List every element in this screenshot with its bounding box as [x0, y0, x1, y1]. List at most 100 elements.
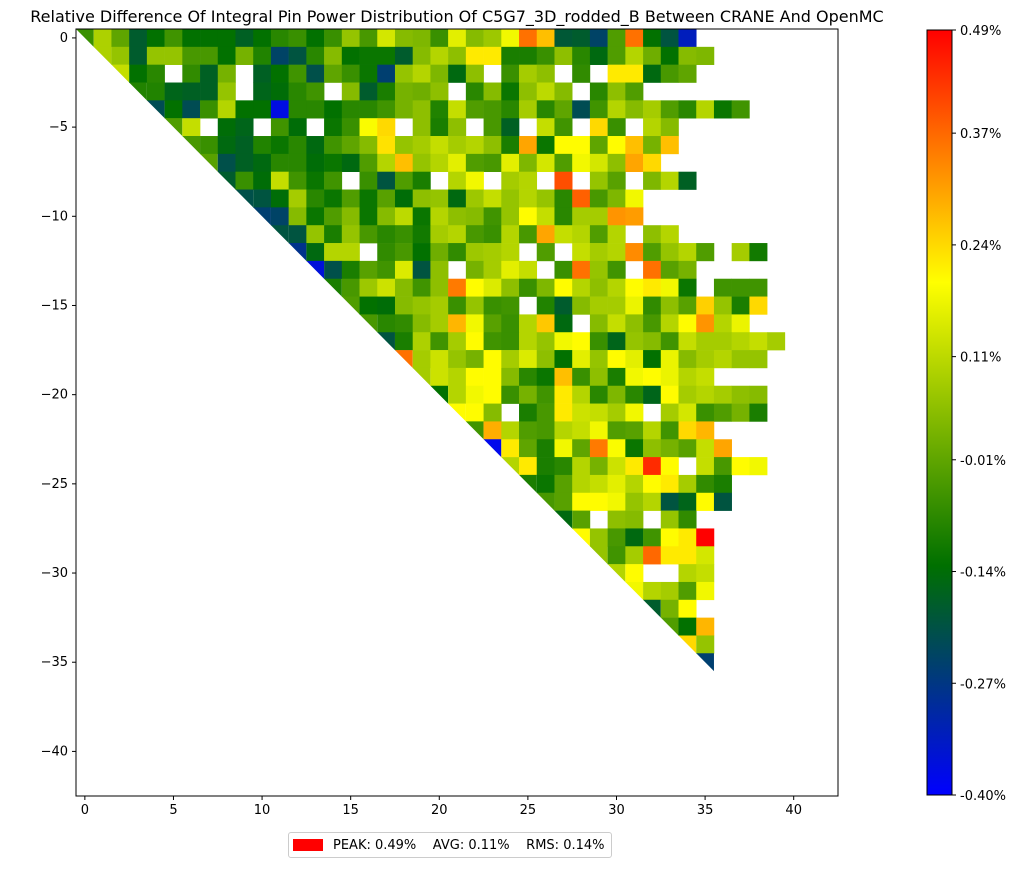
heatmap-cell	[625, 82, 644, 101]
heatmap-cell	[678, 243, 697, 262]
heatmap-cell	[483, 385, 502, 404]
heatmap-cell	[182, 64, 201, 83]
heatmap-cell	[589, 118, 608, 137]
heatmap-cell	[519, 82, 538, 101]
heatmap-cell	[448, 136, 467, 155]
heatmap-cell	[412, 29, 431, 48]
heatmap-cell	[359, 189, 378, 208]
heatmap-cell	[589, 296, 608, 315]
heatmap-cell	[660, 457, 679, 476]
colorbar-tick-label: 0.11%	[960, 351, 1001, 366]
heatmap-cell	[377, 260, 396, 280]
heatmap-cell	[93, 46, 112, 65]
heatmap-cell	[519, 260, 538, 280]
heatmap-cell	[76, 29, 94, 47]
heatmap-cell	[589, 492, 608, 511]
heatmap-cell	[589, 82, 608, 101]
heatmap-cells	[76, 29, 786, 672]
heatmap-cell	[536, 457, 555, 476]
heatmap-cell	[625, 207, 644, 226]
heatmap-cell	[625, 581, 644, 600]
heatmap-cell	[448, 189, 467, 208]
heatmap-cell	[253, 153, 272, 172]
colorbar-tick-label: 0.37%	[960, 127, 1001, 142]
heatmap-cell	[483, 403, 502, 422]
heatmap-cell	[678, 350, 697, 369]
heatmap-cell	[643, 385, 662, 404]
x-tick-label: 0	[81, 803, 89, 818]
heatmap-cell	[625, 46, 644, 65]
x-axis: 0 5 10 15 20 25 30 35 40	[81, 796, 802, 818]
y-tick-label: −30	[41, 566, 68, 581]
heatmap-cell	[394, 100, 413, 119]
x-tick-label: 5	[169, 803, 177, 818]
heatmap-cell	[696, 332, 715, 351]
heatmap-cell	[483, 350, 502, 369]
heatmap-cell	[536, 64, 555, 83]
heatmap-cell	[341, 207, 360, 226]
heatmap-cell	[589, 171, 608, 190]
heatmap-cell	[607, 278, 626, 297]
heatmap-cell	[607, 367, 626, 387]
heatmap-cell	[483, 118, 502, 137]
heatmap-cell	[501, 350, 520, 369]
heatmap-cell	[572, 243, 591, 262]
legend-summary: PEAK: 0.49% AVG: 0.11% RMS: 0.14%	[333, 837, 605, 853]
heatmap-cell	[430, 153, 449, 172]
heatmap-cell	[341, 260, 360, 280]
heatmap-cell	[288, 189, 307, 208]
heatmap-cell	[749, 296, 768, 315]
heatmap-cell	[501, 136, 520, 155]
heatmap-cell	[572, 46, 591, 65]
heatmap-cell	[607, 136, 626, 155]
heatmap-cell	[483, 260, 502, 280]
heatmap-cell	[660, 260, 679, 280]
heatmap-cell	[572, 332, 591, 351]
heatmap-cell	[749, 457, 768, 476]
heatmap-cell	[589, 528, 608, 547]
heatmap-cell	[465, 171, 484, 190]
heatmap-cell	[341, 82, 360, 101]
heatmap-cell	[483, 296, 502, 315]
heatmap-cell	[643, 350, 662, 369]
heatmap-cell	[536, 367, 555, 387]
heatmap-cell	[448, 314, 467, 333]
heatmap-cell	[572, 528, 590, 547]
heatmap-cell	[270, 225, 289, 244]
heatmap-cell	[519, 332, 538, 351]
heatmap-cell	[270, 189, 289, 208]
heatmap-cell	[217, 29, 236, 48]
heatmap-cell	[696, 581, 715, 601]
heatmap-cell	[625, 385, 644, 404]
heatmap-cell	[678, 528, 697, 547]
heatmap-cell	[625, 314, 644, 333]
heatmap-cell	[731, 314, 750, 333]
heatmap-cell	[643, 243, 662, 262]
heatmap-cell	[536, 332, 555, 351]
legend-swatch	[293, 839, 323, 851]
heatmap-cell	[164, 82, 183, 101]
heatmap-cell	[589, 207, 608, 226]
heatmap-cell	[182, 136, 201, 154]
heatmap-cell	[288, 118, 307, 137]
heatmap-cell	[643, 64, 662, 83]
heatmap-cell	[359, 314, 378, 333]
heatmap-cell	[519, 225, 538, 244]
heatmap-cell	[164, 100, 183, 119]
heatmap-cell	[536, 82, 555, 101]
legend: PEAK: 0.49% AVG: 0.11% RMS: 0.14%	[288, 832, 612, 858]
heatmap-cell	[536, 314, 555, 333]
heatmap-cell	[660, 225, 679, 244]
heatmap-cell	[465, 189, 484, 208]
heatmap-cell	[660, 367, 679, 387]
heatmap-cell	[394, 332, 413, 351]
heatmap-cell	[501, 118, 520, 137]
heatmap-cell	[412, 225, 431, 244]
heatmap-cell	[678, 260, 697, 280]
heatmap-cell	[643, 439, 662, 458]
heatmap-cell	[607, 189, 626, 208]
heatmap-cell	[554, 457, 573, 476]
heatmap-cell	[341, 225, 360, 244]
heatmap-cell	[483, 367, 502, 387]
heatmap-cell	[696, 528, 715, 547]
